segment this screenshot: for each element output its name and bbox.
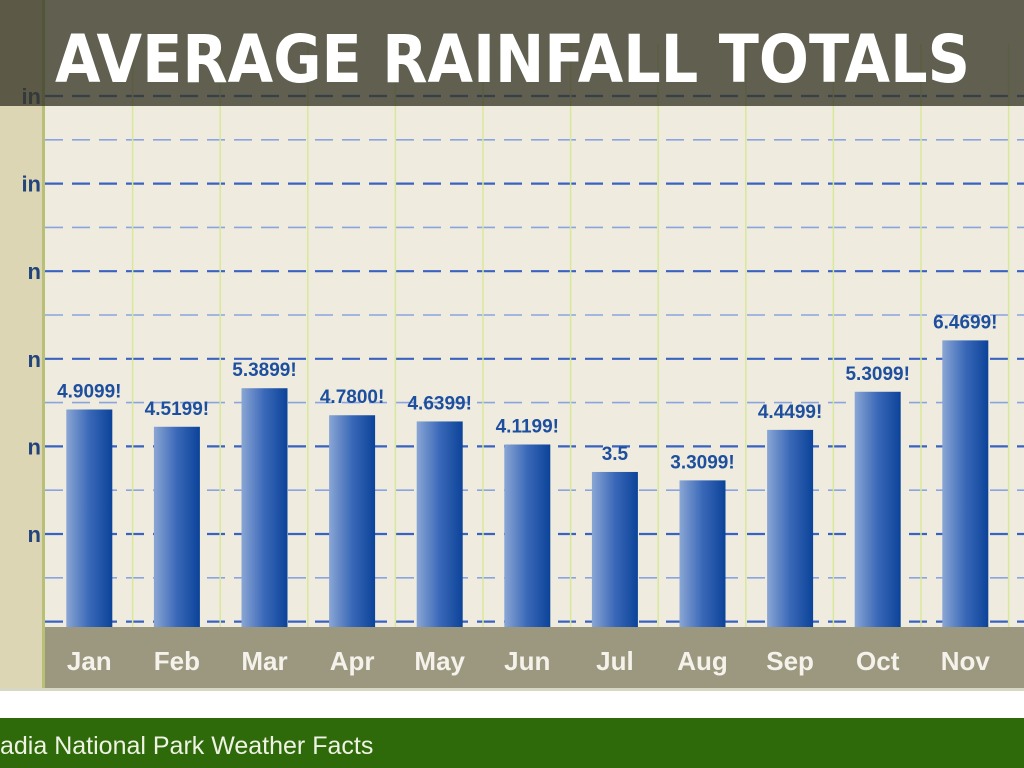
category-label: Jun (504, 646, 550, 676)
bar-sep (767, 429, 814, 627)
category-label: Jul (596, 646, 634, 676)
data-label: 4.6399! (407, 393, 471, 414)
category-label: May (414, 646, 465, 676)
bar-jan (66, 409, 113, 627)
category-label: Apr (330, 646, 375, 676)
data-label: 6.4699! (933, 312, 997, 333)
category-label: Jan (67, 646, 112, 676)
band-divider (0, 688, 1024, 691)
bar-jun (504, 444, 551, 627)
y-tick-label: n (28, 434, 41, 459)
bar-may (416, 421, 463, 627)
y-tick-label: n (28, 522, 41, 547)
y-axis-border (42, 0, 45, 690)
data-label: 5.3899! (232, 360, 296, 381)
category-band (45, 627, 1024, 689)
y-tick-label: in (21, 172, 41, 197)
title-band (0, 0, 1024, 106)
data-label: 3.3099! (670, 452, 734, 473)
data-label: 4.1199! (496, 416, 559, 437)
bar-nov (942, 340, 989, 627)
category-label: Sep (766, 646, 814, 676)
category-label: Mar (241, 646, 287, 676)
y-tick-label: n (28, 347, 41, 372)
data-label: 4.5199! (145, 399, 209, 420)
bars: 4.9099! Jan 4.5199! Feb 5.3899! Mar 4.7800! Apr… (57, 312, 997, 676)
data-label: 4.7800! (320, 387, 384, 408)
y-axis-panel (0, 0, 44, 690)
bar-apr (329, 415, 376, 627)
category-label: Nov (941, 646, 991, 676)
footer-text: adia National Park Weather Facts (0, 732, 373, 760)
category-label: Feb (154, 646, 200, 676)
chart-title: AVERAGE RAINFALL TOTALS (55, 21, 970, 98)
data-label: 4.4499! (758, 402, 822, 423)
bar-mar (241, 388, 288, 627)
y-tick-label: n (28, 259, 41, 284)
bar-jul (591, 471, 638, 627)
data-label: 3.5 (602, 444, 629, 465)
data-label: 5.3099! (845, 364, 909, 385)
bar-oct (854, 391, 901, 627)
data-label: 4.9099! (57, 381, 121, 402)
category-label: Aug (677, 646, 728, 676)
bar-aug (679, 480, 726, 627)
footer-bar (0, 718, 1024, 768)
bar-feb (153, 426, 200, 627)
category-label: Oct (856, 646, 900, 676)
